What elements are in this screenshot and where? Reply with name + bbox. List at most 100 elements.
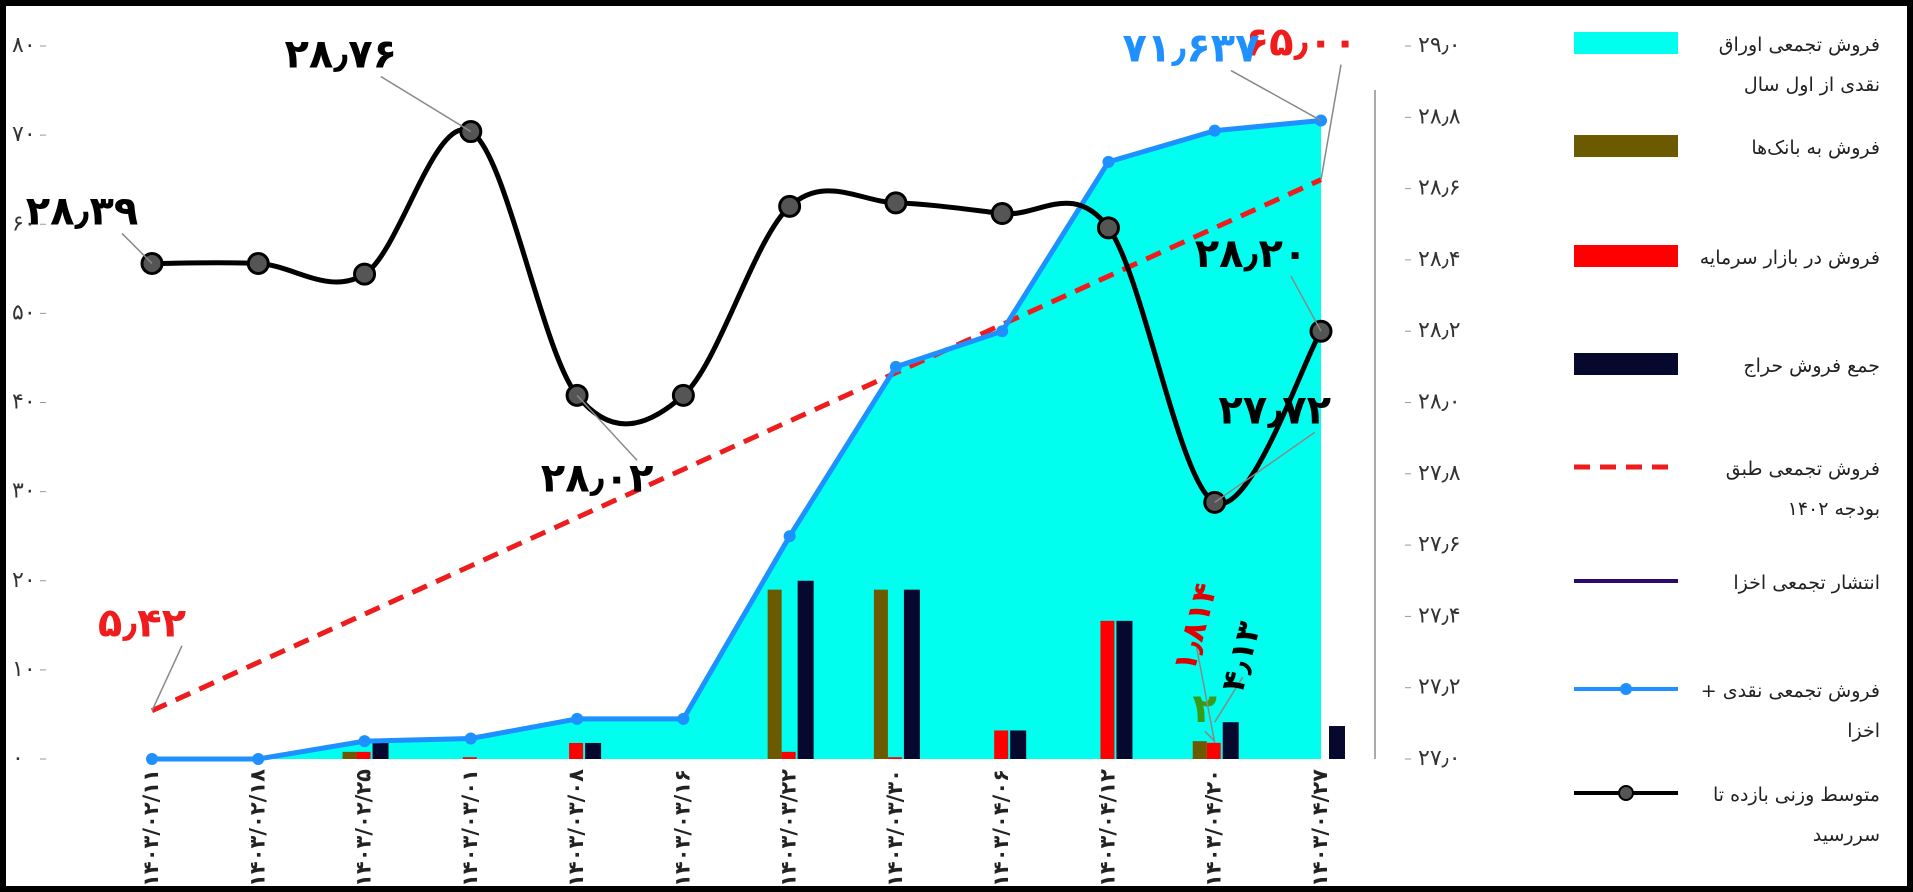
area — [152, 120, 1321, 760]
leader — [576, 394, 638, 461]
leader — [1214, 431, 1316, 503]
y-tick-label: ۲۰ — [12, 568, 36, 593]
value-label: ۲۸٫۳۹ — [26, 188, 139, 234]
legend-item: فروش تجمعی اوراق نقدی از اول سال — [1718, 34, 1880, 96]
dot — [146, 753, 158, 765]
x-tick-label: ۱۴۰۳/۰۴/۱۲ — [1095, 769, 1119, 887]
x-tick-label: ۱۴۰۳/۰۴/۰۶ — [989, 769, 1013, 887]
bar — [1010, 730, 1027, 759]
legend-label: جمع فروش حراج — [1743, 355, 1880, 377]
legend-swatch — [1574, 32, 1678, 54]
bar — [1206, 742, 1221, 759]
x-tick-label: ۱۴۰۳/۰۳/۲۲ — [777, 769, 801, 887]
y2-tick-label: ۲۹٫۰ — [1418, 33, 1461, 58]
bar — [569, 742, 584, 759]
y-tick-label: ۵۰ — [12, 300, 36, 325]
bar — [797, 580, 814, 759]
bar — [462, 757, 477, 759]
bar — [1222, 722, 1239, 759]
y-tick-label: ۸۰ — [12, 33, 36, 58]
bar — [356, 751, 371, 759]
dot — [884, 191, 908, 215]
legend-dot — [1618, 785, 1634, 801]
dot — [464, 732, 477, 745]
bar — [1116, 620, 1133, 759]
y2-tick-label: ۲۸٫۶ — [1418, 176, 1461, 201]
legend-item: فروش تجمعی نقدی + اخزا — [1700, 680, 1880, 742]
bar — [873, 589, 888, 759]
bar — [903, 589, 920, 759]
legend-item: فروش به بانک‌ها — [1751, 137, 1880, 159]
yield-line — [151, 127, 1324, 507]
x-tick-label: ۱۴۰۳/۰۴/۲۰ — [1202, 769, 1226, 887]
y2-tick-label: ۲۸٫۸ — [1418, 104, 1461, 129]
y-tick-label: ۴۰ — [12, 390, 36, 415]
leader — [380, 75, 472, 133]
x-tick-label: ۱۴۰۳/۰۳/۳۰ — [883, 769, 907, 887]
value-label: ۲۸٫۲۰ — [1195, 231, 1308, 277]
leader — [1290, 275, 1322, 332]
legend-swatch — [1574, 135, 1678, 157]
bar — [1329, 726, 1345, 759]
leader — [121, 232, 153, 264]
dot — [1102, 155, 1115, 168]
bar — [1192, 741, 1207, 759]
dot — [671, 383, 695, 407]
leader — [1214, 676, 1244, 723]
y2-tick-label: ۲۷٫۸ — [1418, 461, 1461, 486]
x-tick-label: ۱۴۰۳/۰۳/۰۱ — [458, 769, 482, 887]
dot — [990, 202, 1014, 226]
legend-label: فروش در بازار سرمایه — [1699, 247, 1880, 269]
bar — [781, 751, 796, 759]
legend-item: فروش تجمعی طبق بودجه ۱۴۰۲ — [1725, 458, 1880, 520]
leader — [1230, 69, 1322, 122]
x-tick-label: ۱۴۰۳/۰۳/۱۶ — [670, 769, 694, 887]
legend-item: جمع فروش حراج — [1743, 355, 1880, 377]
dot — [252, 753, 265, 765]
y-tick-label: ۳۰ — [12, 479, 36, 504]
bar — [767, 589, 782, 759]
leader — [151, 645, 183, 712]
y2-tick-label: ۲۷٫۲ — [1418, 675, 1461, 700]
y2-tick-label: ۲۷٫۰ — [1418, 746, 1461, 771]
y2-tick-label: ۲۷٫۴ — [1418, 603, 1461, 628]
leader — [1204, 730, 1216, 742]
dot — [778, 194, 802, 218]
y-tick-label: ۱۰ — [12, 657, 36, 682]
y-tick-label: ۰ — [12, 746, 24, 771]
x-tick-label: ۱۴۰۳/۰۲/۲۵ — [352, 769, 376, 887]
bar — [994, 730, 1009, 759]
legend-label: فروش به بانک‌ها — [1751, 137, 1880, 159]
dot — [677, 712, 690, 725]
legend-swatch — [1574, 353, 1678, 375]
dot — [353, 262, 377, 286]
bar — [585, 742, 602, 759]
bar — [887, 757, 902, 759]
bar — [372, 741, 389, 759]
y2-tick-label: ۲۸٫۰ — [1418, 390, 1461, 415]
line — [152, 118, 1322, 762]
leader — [1195, 647, 1216, 743]
value-label: ۲۷٫۷۲ — [1218, 387, 1331, 433]
legend-dot — [1620, 683, 1632, 695]
legend-label: فروش تجمعی نقدی + اخزا — [1700, 680, 1880, 742]
dot — [1208, 124, 1221, 137]
value-label: ۶۵٫۰۰ — [1245, 20, 1358, 66]
dot — [246, 251, 270, 275]
dot — [1096, 216, 1120, 240]
dot — [358, 735, 371, 748]
bar — [1100, 620, 1115, 759]
dot — [783, 530, 796, 543]
dot — [996, 325, 1009, 338]
value-label: ۷۱٫۶۳۷ — [1122, 26, 1259, 72]
y-tick-label: ۷۰ — [12, 122, 36, 147]
legend-label: فروش تجمعی طبق بودجه ۱۴۰۲ — [1725, 458, 1880, 520]
legend-item: انتشار تجمعی اخزا — [1733, 572, 1880, 594]
legend-item: فروش در بازار سرمایه — [1699, 247, 1880, 269]
y2-tick-label: ۲۸٫۴ — [1418, 247, 1461, 272]
leader — [1320, 64, 1342, 180]
legend-label: فروش تجمعی اوراق نقدی از اول سال — [1718, 34, 1880, 96]
legend-swatch — [1574, 245, 1678, 267]
